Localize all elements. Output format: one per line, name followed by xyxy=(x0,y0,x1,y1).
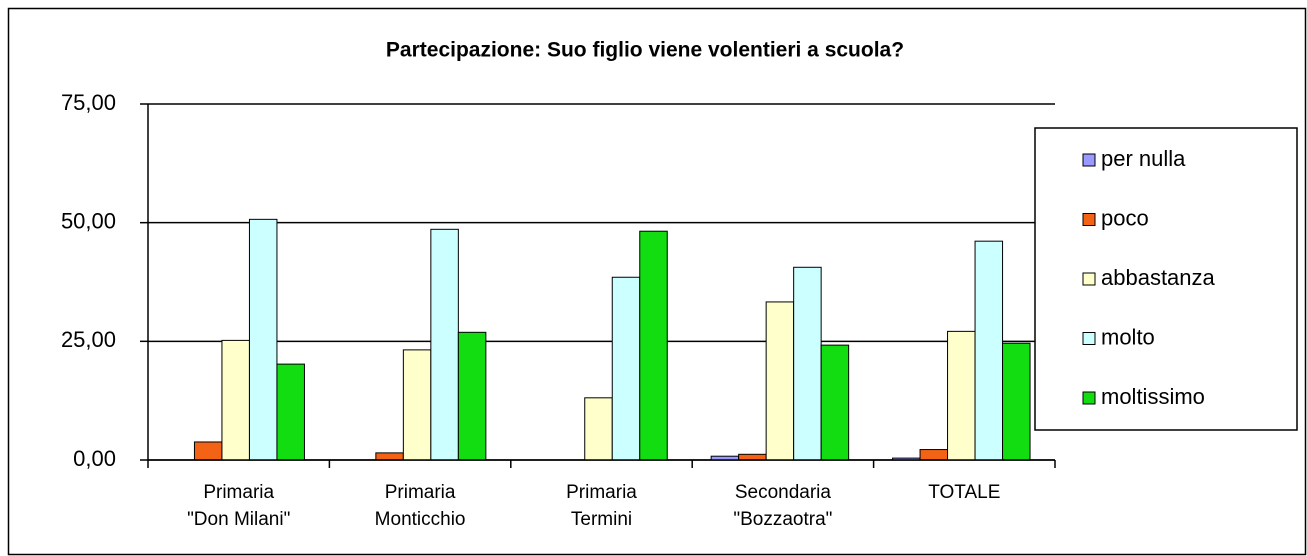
x-tick-label: Monticchio xyxy=(375,509,466,530)
bar xyxy=(974,240,1004,461)
x-tick-label: "Don Milani" xyxy=(187,509,290,530)
bar xyxy=(193,441,223,461)
bar xyxy=(430,228,459,461)
x-tick-label: "Bozzaotra" xyxy=(733,509,832,530)
bar xyxy=(457,331,487,461)
legend-swatch xyxy=(1082,272,1096,286)
bar xyxy=(947,330,976,461)
legend-swatch xyxy=(1082,153,1096,167)
bar xyxy=(276,363,305,461)
bar xyxy=(793,266,822,461)
y-tick-label: 50,00 xyxy=(61,208,116,233)
x-tick-label: TOTALE xyxy=(928,482,1000,503)
bar xyxy=(402,349,432,461)
legend-label: poco xyxy=(1101,205,1149,230)
bar xyxy=(221,339,250,461)
legend-swatch xyxy=(1082,332,1096,345)
x-tick-label: Primaria xyxy=(566,482,637,503)
x-tick-label: Primaria xyxy=(385,482,456,503)
legend-swatch xyxy=(1082,391,1096,405)
chart-title: Partecipazione: Suo figlio viene volenti… xyxy=(386,39,904,62)
legend-box xyxy=(1034,127,1298,431)
bar xyxy=(820,344,850,461)
x-tick-label: Secondaria xyxy=(735,482,832,503)
legend-label: molto xyxy=(1101,324,1155,349)
y-tick-label: 0,00 xyxy=(73,446,116,471)
bar xyxy=(248,218,278,461)
legend-label: moltissimo xyxy=(1101,384,1205,409)
legend-label: per nulla xyxy=(1101,146,1186,171)
y-tick-label: 25,00 xyxy=(61,327,116,352)
bar xyxy=(375,452,404,461)
x-tick-label: Primaria xyxy=(203,482,274,503)
legend-label: abbastanza xyxy=(1101,265,1216,290)
bar xyxy=(919,449,949,461)
bar xyxy=(611,276,641,461)
x-tick-label: Termini xyxy=(571,509,632,530)
legend-swatch xyxy=(1082,213,1096,226)
y-tick-label: 75,00 xyxy=(61,90,116,115)
bar xyxy=(1002,342,1031,461)
bar xyxy=(765,301,795,461)
bar xyxy=(639,230,668,461)
bar xyxy=(584,397,613,461)
bar xyxy=(738,453,767,461)
